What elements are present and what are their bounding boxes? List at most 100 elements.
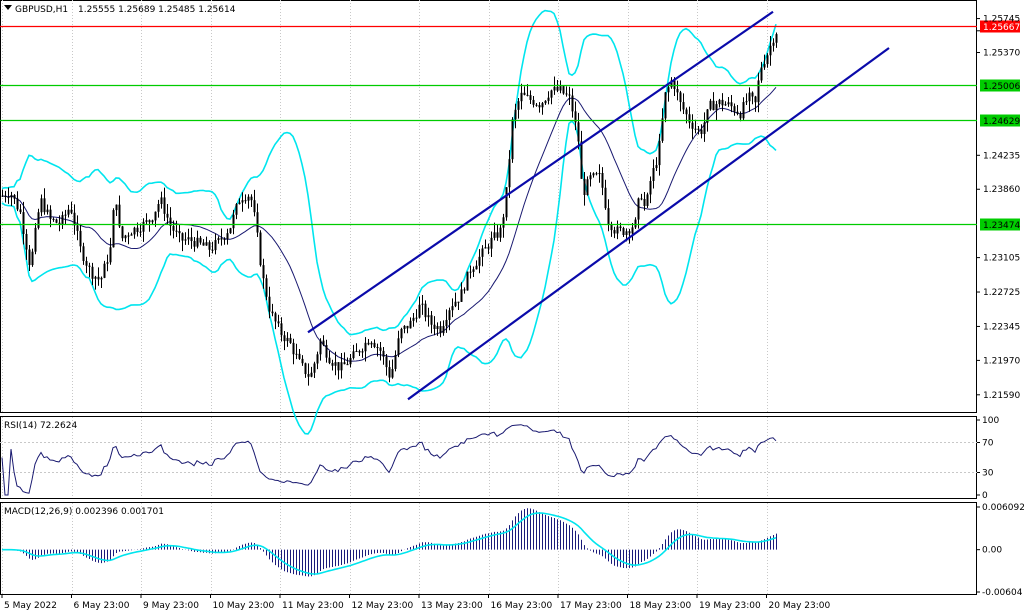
candle-body — [190, 237, 193, 242]
candle-body — [259, 232, 262, 266]
time-tick-label: 6 May 23:00 — [74, 601, 130, 611]
candle — [763, 54, 766, 70]
candle-body — [340, 362, 343, 371]
candle — [523, 86, 526, 96]
candle — [241, 192, 244, 212]
candle-body — [67, 209, 70, 215]
candle — [664, 92, 667, 123]
candle — [493, 222, 496, 241]
candle-body — [238, 202, 241, 205]
candle-body — [82, 246, 85, 261]
candle-body — [448, 310, 451, 320]
candle — [325, 339, 328, 363]
candle-body — [766, 55, 769, 65]
candle-body — [697, 128, 700, 130]
candle-body — [538, 105, 541, 108]
time-tick-label: 18 May 23:00 — [630, 601, 692, 611]
candle-body — [484, 247, 487, 249]
candle-body — [661, 118, 664, 141]
candle-body — [580, 141, 583, 179]
candle-body — [547, 97, 550, 101]
candle — [769, 35, 772, 66]
horizontal-levels[interactable]: 1.25667 1.25006 1.24629 1.23474 — [0, 20, 1020, 232]
candle — [508, 150, 511, 198]
candle — [736, 104, 739, 116]
candle-body — [244, 200, 247, 202]
candle-body — [739, 113, 742, 119]
channel-line[interactable] — [407, 47, 890, 401]
candle-body — [673, 80, 676, 90]
candle — [244, 194, 247, 204]
candle — [418, 296, 421, 319]
candle — [337, 362, 340, 380]
candle-body — [649, 180, 652, 195]
candle — [451, 298, 454, 318]
candle-body — [643, 199, 646, 206]
candle-body — [469, 271, 472, 273]
candle-body — [334, 362, 337, 366]
candle — [745, 93, 748, 106]
candle-body — [583, 178, 586, 195]
ohlc-readout: 1.25555 1.25689 1.25485 1.25614 — [78, 5, 236, 15]
candle-body — [415, 317, 418, 319]
candle — [631, 223, 634, 241]
candle — [151, 219, 154, 225]
candle-body — [586, 179, 589, 195]
candle — [52, 217, 55, 222]
candle — [175, 220, 178, 237]
candle — [472, 266, 475, 278]
candle-body — [370, 342, 373, 345]
collapse-triangle-icon[interactable] — [4, 5, 12, 10]
candle-body — [85, 260, 88, 266]
candle — [103, 260, 106, 279]
candle — [367, 338, 370, 346]
candle-body — [211, 249, 214, 251]
level-tag — [980, 218, 1020, 231]
candle — [64, 209, 67, 225]
candle — [298, 349, 301, 360]
candle — [235, 202, 238, 220]
candle-body — [730, 102, 733, 107]
candle-body — [733, 106, 736, 112]
channel-line[interactable] — [307, 10, 774, 334]
candle — [319, 338, 322, 361]
candle — [592, 172, 595, 178]
candle — [622, 226, 625, 237]
candle — [205, 236, 208, 246]
candle — [211, 241, 214, 254]
candle — [28, 244, 31, 272]
candle — [157, 199, 160, 218]
candle — [334, 351, 337, 376]
candle — [232, 209, 235, 235]
trend-channel[interactable] — [307, 10, 890, 401]
candle-body — [715, 104, 718, 111]
candle — [376, 343, 379, 357]
candle-body — [442, 326, 445, 334]
candle — [775, 32, 778, 48]
candle-body — [751, 92, 754, 97]
candle — [757, 72, 760, 113]
candle-body — [367, 342, 370, 345]
rsi-label: RSI(14) 72.2624 — [4, 421, 77, 431]
candle — [391, 359, 394, 379]
candle-body — [655, 165, 658, 169]
candle-body — [514, 109, 517, 120]
candle — [754, 95, 757, 112]
candle — [646, 192, 649, 208]
time-axis: 5 May 2022 6 May 23:00 9 May 23:00 10 May 2… — [1, 594, 830, 611]
candle — [595, 171, 598, 176]
candle — [715, 100, 718, 121]
candle-body — [10, 195, 13, 198]
candle-body — [499, 227, 502, 238]
time-tick-label: 9 May 23:00 — [143, 601, 199, 611]
candle — [229, 227, 232, 234]
price-series — [1, 32, 778, 386]
candle — [331, 359, 334, 371]
candle — [145, 213, 148, 225]
candle — [1, 189, 4, 197]
rsi-panel — [0, 416, 977, 499]
candle-body — [25, 233, 28, 250]
price-axis: 1.25745 1.25370 1.24235 1.23860 1.23105 1.227… — [977, 15, 1020, 401]
candle-body — [757, 80, 760, 103]
